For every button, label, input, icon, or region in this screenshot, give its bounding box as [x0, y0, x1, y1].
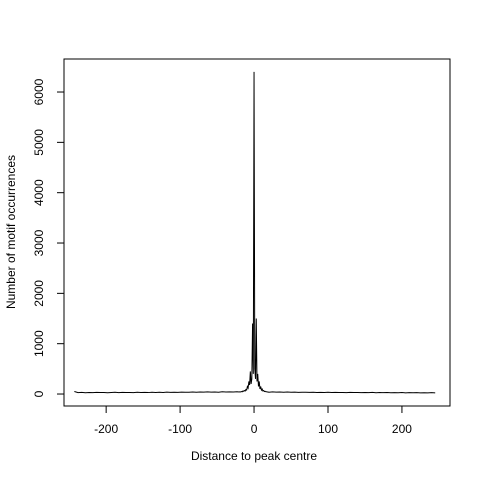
x-tick-label: -100: [168, 422, 192, 436]
y-tick-label: 6000: [32, 78, 46, 105]
x-tick-label: -200: [94, 422, 118, 436]
y-tick-label: 3000: [32, 229, 46, 256]
y-tick-label: 4000: [32, 179, 46, 206]
y-axis-label: Number of motif occurrences: [4, 155, 18, 309]
x-tick-label: 0: [251, 422, 258, 436]
y-tick-label: 0: [32, 390, 46, 397]
y-tick-label: 2000: [32, 280, 46, 307]
y-tick-label: 5000: [32, 129, 46, 156]
data-line: [74, 71, 436, 394]
x-tick-label: 200: [392, 422, 412, 436]
y-tick-label: 1000: [32, 330, 46, 357]
x-tick-label: 100: [318, 422, 338, 436]
x-axis-label: Distance to peak centre: [191, 449, 317, 463]
